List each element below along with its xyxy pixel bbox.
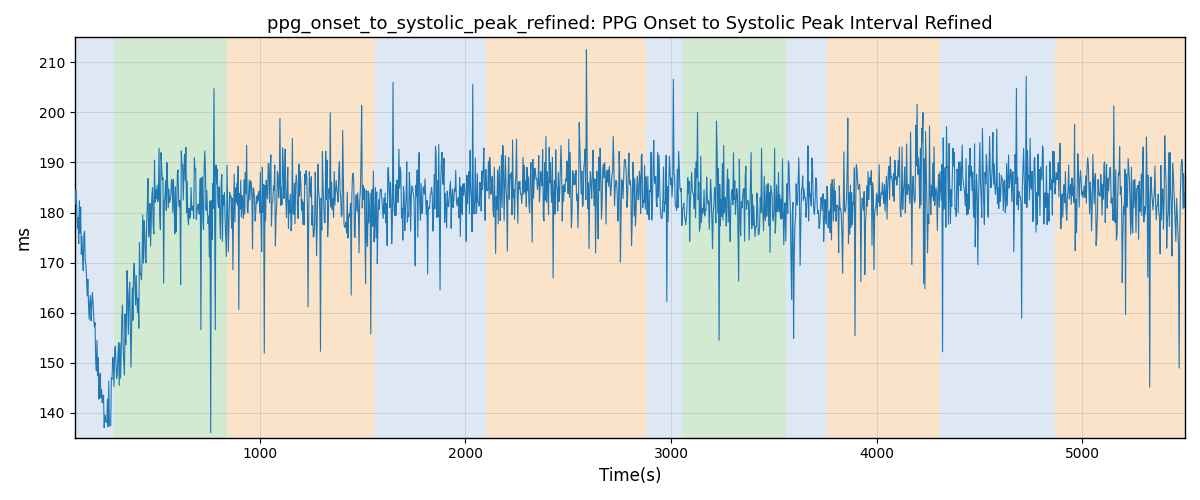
Bar (461, 38, 486, 438)
Bar (374, 38, 461, 438)
X-axis label: Time(s): Time(s) (599, 467, 661, 485)
Title: ppg_onset_to_systolic_peak_refined: PPG Onset to Systolic Peak Interval Refined: ppg_onset_to_systolic_peak_refined: PPG … (268, 15, 992, 34)
Bar (786, 38, 827, 438)
Bar (647, 38, 683, 438)
Bar (941, 38, 1056, 438)
Bar (683, 38, 786, 438)
Bar (227, 38, 374, 438)
Bar (827, 38, 941, 438)
Bar (114, 38, 227, 438)
Bar (1056, 38, 1186, 438)
Y-axis label: ms: ms (14, 225, 34, 250)
Bar (74, 38, 114, 438)
Bar (486, 38, 647, 438)
